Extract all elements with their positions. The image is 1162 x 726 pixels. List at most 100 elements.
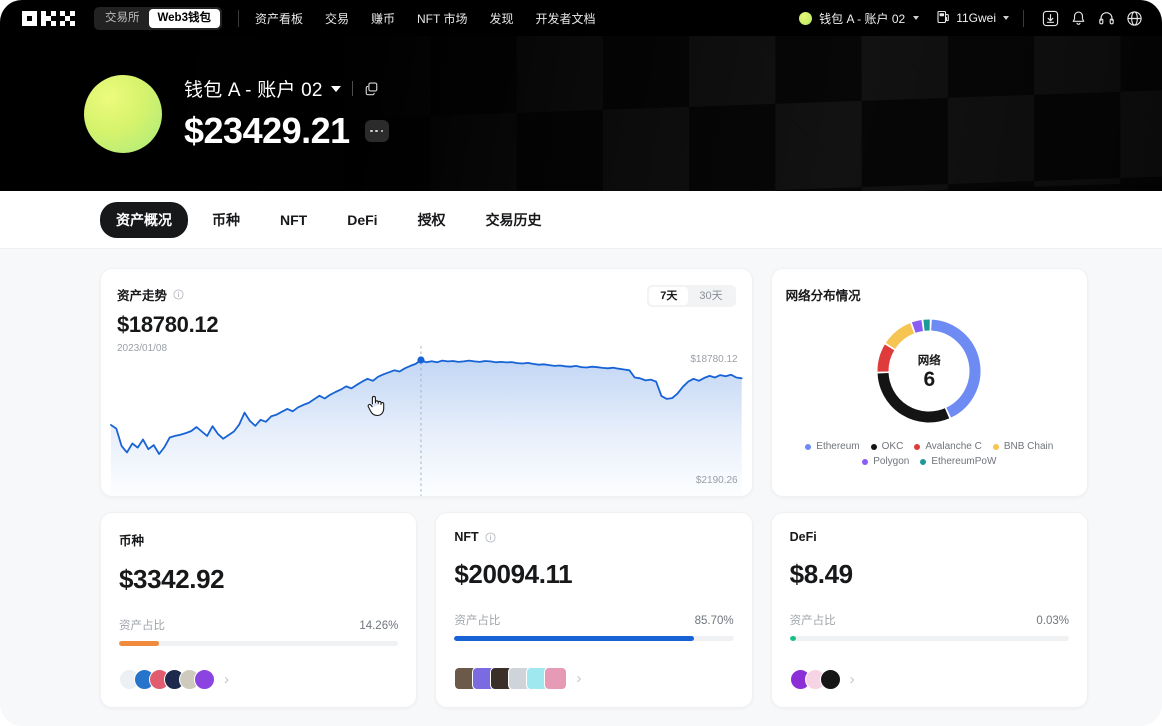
account-selector-label: 钱包 A - 账户 02 bbox=[819, 11, 906, 26]
tab-tokens[interactable]: 币种 bbox=[212, 211, 240, 228]
defi-icon-row[interactable]: › bbox=[789, 669, 1069, 690]
defi-ratio-label: 资产占比 bbox=[789, 615, 836, 627]
range-toggle: 7天 30天 bbox=[647, 285, 736, 307]
asset-avatar bbox=[194, 669, 215, 690]
copy-icon[interactable] bbox=[364, 81, 379, 96]
chevron-right-icon[interactable]: › bbox=[849, 671, 855, 688]
asset-avatar bbox=[544, 667, 568, 690]
asset-avatar bbox=[819, 669, 841, 690]
legend-item-bnb-chain[interactable]: BNB Chain bbox=[992, 441, 1053, 452]
hero-content: 钱包 A - 账户 02 $23429.21 bbox=[0, 74, 389, 153]
chevron-right-icon[interactable]: › bbox=[576, 670, 582, 687]
gas-pump-icon bbox=[937, 10, 950, 27]
legend-item-avalanche-c[interactable]: Avalanche C bbox=[914, 441, 982, 452]
network-donut-chart[interactable]: 网络 6 bbox=[870, 312, 988, 430]
nav-link-discover[interactable]: 发现 bbox=[489, 11, 514, 26]
hero-separator bbox=[351, 81, 353, 96]
legend-label: Avalanche C bbox=[925, 441, 982, 452]
legend-color-dot bbox=[914, 443, 921, 450]
account-selector[interactable]: 钱包 A - 账户 02 bbox=[799, 10, 920, 27]
more-dots-icon[interactable] bbox=[364, 120, 389, 142]
chart-low-label: $2190.26 bbox=[695, 475, 738, 486]
nav-link-earn[interactable]: 赚币 bbox=[371, 11, 396, 26]
legend-color-dot bbox=[862, 458, 869, 465]
chevron-down-icon bbox=[913, 16, 920, 20]
legend-label: EthereumPoW bbox=[931, 456, 997, 467]
asset-trend-chart[interactable]: $18780.12 $2190.26 bbox=[101, 346, 752, 496]
defi-card-title: DeFi bbox=[789, 530, 817, 544]
chevron-right-icon[interactable]: › bbox=[224, 671, 229, 688]
chart-high-label: $18780.12 bbox=[690, 354, 738, 365]
tab-approvals[interactable]: 授权 bbox=[417, 211, 446, 228]
donut-segment-polygon[interactable] bbox=[912, 320, 924, 333]
segment-web3-wallet[interactable]: Web3钱包 bbox=[148, 8, 220, 28]
legend-label: OKC bbox=[881, 441, 904, 452]
bottom-card-row: 币种 $3342.92 资产占比 14.26% › NFT bbox=[100, 512, 1088, 708]
okx-logo[interactable] bbox=[22, 10, 76, 26]
download-icon[interactable] bbox=[1036, 4, 1064, 32]
chevron-down-icon[interactable] bbox=[330, 85, 341, 92]
hero-overlay bbox=[0, 36, 1162, 191]
tab-overview[interactable]: 资产概况 bbox=[100, 201, 188, 238]
info-icon[interactable] bbox=[485, 531, 496, 543]
tab-transaction-history[interactable]: 交易历史 bbox=[485, 211, 542, 228]
gas-price-label: 11Gwei bbox=[956, 11, 996, 25]
defi-avatar-stack bbox=[789, 669, 841, 690]
nav-link-dashboard[interactable]: 资产看板 bbox=[254, 11, 303, 26]
token-ratio-label: 资产占比 bbox=[119, 620, 165, 632]
defi-ratio-bar-fill bbox=[789, 636, 796, 641]
nav-separator bbox=[1023, 9, 1024, 27]
donut-segment-bnb-chain[interactable] bbox=[886, 323, 915, 350]
token-ratio-bar-fill bbox=[119, 641, 159, 646]
donut-segment-avalanche-c[interactable] bbox=[877, 344, 895, 372]
bell-icon[interactable] bbox=[1064, 4, 1092, 32]
token-ratio-bar bbox=[119, 641, 399, 646]
network-legend: Ethereum OKC Avalanche C BNB Chain Polygon Et… bbox=[786, 441, 1073, 467]
nft-ratio-bar-fill bbox=[454, 636, 694, 641]
nft-ratio-value: 85.70% bbox=[694, 615, 734, 627]
donut-segment-ethereum[interactable] bbox=[931, 319, 981, 418]
legend-color-dot bbox=[870, 443, 877, 450]
range-30d[interactable]: 30天 bbox=[699, 290, 723, 302]
wallet-avatar bbox=[84, 74, 162, 153]
nav-link-developer-docs[interactable]: 开发者文档 bbox=[535, 11, 596, 26]
wallet-total-balance: $23429.21 bbox=[184, 110, 350, 151]
chevron-down-icon bbox=[1003, 16, 1009, 20]
nft-icon-row[interactable]: › bbox=[454, 667, 733, 690]
tab-defi[interactable]: DeFi bbox=[347, 211, 378, 228]
defi-summary-card: DeFi $8.49 资产占比 0.03% › bbox=[770, 512, 1088, 708]
tab-nft[interactable]: NFT bbox=[280, 211, 308, 228]
asset-trend-header: 资产走势 $18780.12 2023/01/08 bbox=[101, 285, 752, 354]
network-distribution-title: 网络分布情况 bbox=[785, 289, 861, 303]
top-nav-right-group: 钱包 A - 账户 02 11Gwei bbox=[799, 4, 1148, 32]
nft-summary-card: NFT $20094.11 资产占比 85.70% bbox=[435, 512, 753, 708]
info-icon[interactable] bbox=[173, 289, 184, 300]
legend-item-okc[interactable]: OKC bbox=[870, 441, 904, 452]
legend-item-polygon[interactable]: Polygon bbox=[862, 456, 909, 467]
nft-card-title: NFT bbox=[454, 530, 479, 544]
segment-exchange[interactable]: 交易所 bbox=[105, 11, 140, 24]
headset-icon[interactable] bbox=[1092, 4, 1120, 32]
legend-item-ethereumpow[interactable]: EthereumPoW bbox=[920, 456, 996, 467]
legend-color-dot bbox=[992, 443, 999, 450]
token-card-value: $3342.92 bbox=[119, 564, 225, 594]
donut-segment-okc[interactable] bbox=[877, 372, 950, 423]
gas-price-selector[interactable]: 11Gwei bbox=[937, 10, 1009, 27]
legend-color-dot bbox=[920, 458, 927, 465]
dashboard-content: 资产走势 $18780.12 2023/01/08 bbox=[0, 249, 1162, 726]
legend-item-ethereum[interactable]: Ethereum bbox=[805, 441, 860, 452]
token-avatar-stack bbox=[119, 669, 215, 690]
nft-card-value: $20094.11 bbox=[454, 559, 573, 589]
globe-icon[interactable] bbox=[1120, 4, 1148, 32]
token-icon-row[interactable]: › bbox=[119, 669, 398, 690]
nft-ratio-label: 资产占比 bbox=[454, 615, 501, 627]
nav-link-nft-market[interactable]: NFT 市场 bbox=[417, 11, 468, 26]
legend-color-dot bbox=[805, 443, 812, 450]
donut-count-value: 6 bbox=[923, 368, 936, 391]
nft-ratio-bar bbox=[454, 636, 734, 641]
token-ratio-value: 14.26% bbox=[359, 620, 399, 632]
top-navigation-bar: 交易所 Web3钱包 资产看板 交易 赚币 NFT 市场 发现 开发者文档 钱包… bbox=[0, 0, 1162, 36]
nav-link-trade[interactable]: 交易 bbox=[324, 11, 349, 26]
range-7d[interactable]: 7天 bbox=[649, 287, 689, 305]
defi-ratio-value: 0.03% bbox=[1036, 615, 1069, 627]
